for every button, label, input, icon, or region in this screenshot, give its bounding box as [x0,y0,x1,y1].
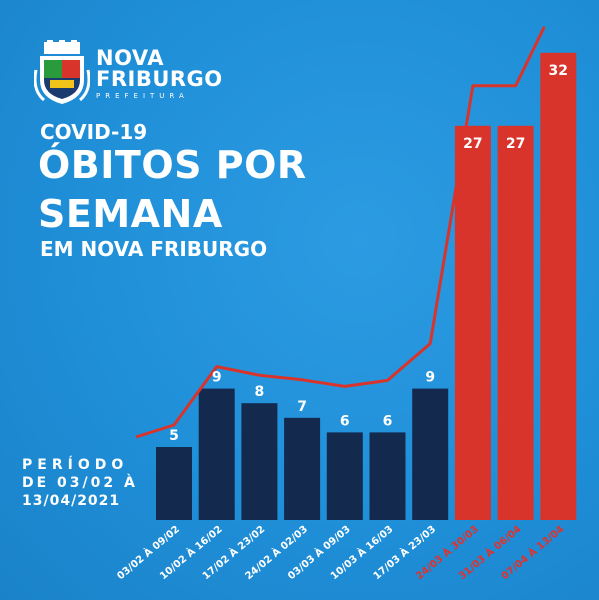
bar [454,125,491,521]
data-label: 27 [463,136,482,152]
data-label: 7 [297,399,307,415]
coat-of-arms-logo [34,40,90,104]
bar [369,432,406,520]
data-label: 8 [255,384,265,400]
data-label: 9 [425,370,435,386]
title-main-line-1: ÓBITOS POR [38,143,307,187]
data-label: 27 [506,136,525,152]
data-label: 9 [212,370,222,386]
bar [326,432,363,520]
brand-line-3: PREFEITURA [96,92,189,100]
brand-line-1: NOVA [96,46,164,70]
bar [497,125,534,521]
title-main-line-2: SEMANA [38,192,223,236]
bar [412,388,449,520]
bar [284,417,321,520]
brand-line-2: FRIBURGO [96,67,223,91]
bar [156,447,192,520]
data-label: 32 [549,63,568,79]
data-label: 6 [340,413,350,429]
bar [198,388,235,520]
trend-line [135,26,546,439]
data-label: 6 [383,413,393,429]
period-label: PERÍODO [22,457,129,473]
period-end-date: 13/04/2021 [22,493,121,509]
data-label: 5 [169,428,179,444]
bar [241,403,278,520]
title-topic: COVID-19 [40,120,148,144]
title-location: EM NOVA FRIBURGO [40,237,268,261]
period-range: DE 03/02 À [22,475,138,491]
bar [540,52,577,521]
